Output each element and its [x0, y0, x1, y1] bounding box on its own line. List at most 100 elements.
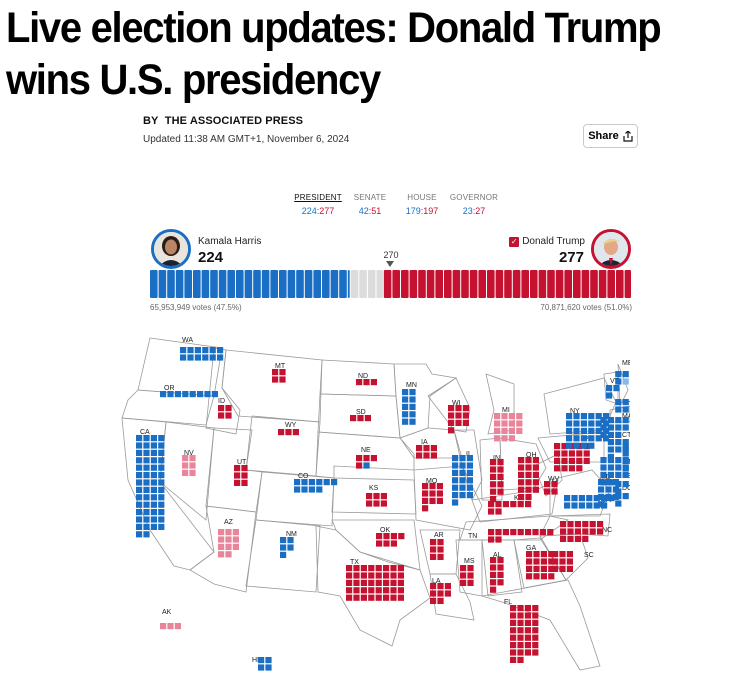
vote-tile-ks[interactable]	[373, 500, 380, 507]
vote-tile-tx[interactable]	[353, 594, 360, 601]
vote-tile-ma[interactable]	[615, 424, 622, 431]
vote-tile-ca[interactable]	[143, 435, 150, 442]
vote-tile-ca[interactable]	[150, 442, 157, 449]
vote-tile-mi[interactable]	[516, 427, 523, 434]
vote-tile-mo[interactable]	[422, 490, 429, 497]
vote-tile-vt[interactable]	[606, 385, 613, 392]
vote-tile-wi[interactable]	[448, 419, 455, 426]
vote-tile-ny[interactable]	[573, 427, 580, 434]
vote-tile-la[interactable]	[430, 590, 437, 597]
vote-tile-ma[interactable]	[600, 417, 607, 424]
vote-tile-nj[interactable]	[622, 471, 629, 478]
vote-tile-tx[interactable]	[383, 565, 390, 572]
vote-tile-nj[interactable]	[600, 464, 607, 471]
vote-tile-ca[interactable]	[158, 442, 165, 449]
vote-tile-sd[interactable]	[357, 415, 364, 422]
vote-tile-in[interactable]	[490, 496, 497, 503]
vote-tile-ny[interactable]	[566, 413, 573, 420]
vote-tile-mo[interactable]	[422, 483, 429, 490]
vote-tile-ga[interactable]	[533, 558, 540, 565]
vote-tile-nd[interactable]	[363, 379, 370, 386]
vote-tile-ga[interactable]	[533, 573, 540, 580]
vote-tile-ma[interactable]	[622, 424, 629, 431]
vote-tile-nj[interactable]	[600, 471, 607, 478]
vote-tile-pa[interactable]	[576, 465, 583, 472]
vote-tile-or[interactable]	[197, 391, 204, 398]
vote-tile-nm[interactable]	[287, 544, 294, 551]
vote-tile-nc[interactable]	[567, 535, 574, 542]
vote-tile-ca[interactable]	[150, 435, 157, 442]
vote-tile-ca[interactable]	[136, 472, 143, 479]
vote-tile-ca[interactable]	[150, 457, 157, 464]
vote-tile-ny[interactable]	[588, 435, 595, 442]
vote-tile-ca[interactable]	[158, 516, 165, 523]
vote-tile-ny[interactable]	[588, 413, 595, 420]
vote-tile-mi[interactable]	[501, 435, 508, 442]
vote-tile-ut[interactable]	[234, 465, 241, 472]
vote-tile-ky[interactable]	[517, 501, 524, 508]
vote-tile-id[interactable]	[225, 405, 232, 412]
vote-tile-ca[interactable]	[150, 464, 157, 471]
vote-tile-wa[interactable]	[202, 347, 209, 354]
vote-tile-md[interactable]	[605, 479, 612, 486]
vote-tile-id[interactable]	[218, 412, 225, 419]
vote-tile-nc[interactable]	[574, 521, 581, 528]
vote-tile-ny[interactable]	[588, 427, 595, 434]
vote-tile-ct[interactable]	[607, 439, 614, 446]
vote-tile-ct[interactable]	[615, 439, 622, 446]
vote-tile-ca[interactable]	[143, 479, 150, 486]
vote-tile-ca[interactable]	[150, 479, 157, 486]
vote-tile-ca[interactable]	[136, 523, 143, 530]
vote-tile-az[interactable]	[225, 551, 232, 558]
vote-tile-mo[interactable]	[422, 497, 429, 504]
vote-tile-ky[interactable]	[495, 501, 502, 508]
vote-tile-tx[interactable]	[390, 594, 397, 601]
vote-tile-nc[interactable]	[560, 521, 567, 528]
vote-tile-nc[interactable]	[589, 528, 596, 535]
vote-tile-md[interactable]	[598, 501, 605, 508]
vote-tile-ar[interactable]	[437, 553, 444, 560]
vote-tile-ca[interactable]	[136, 435, 143, 442]
vote-tile-ca[interactable]	[150, 516, 157, 523]
vote-tile-fl[interactable]	[532, 612, 539, 619]
vote-tile-co[interactable]	[301, 486, 308, 493]
vote-tile-ny[interactable]	[603, 413, 610, 420]
vote-tile-ny[interactable]	[588, 420, 595, 427]
vote-tile-wv[interactable]	[551, 488, 558, 495]
vote-tile-oh[interactable]	[532, 457, 539, 464]
vote-tile-oh[interactable]	[518, 457, 525, 464]
vote-tile-nh[interactable]	[615, 406, 622, 413]
tab-house[interactable]: HOUSE 179:197	[396, 193, 448, 216]
vote-tile-wi[interactable]	[455, 412, 462, 419]
vote-tile-ms[interactable]	[467, 579, 474, 586]
vote-tile-ca[interactable]	[143, 449, 150, 456]
vote-tile-co[interactable]	[308, 486, 315, 493]
vote-tile-il[interactable]	[459, 492, 466, 499]
vote-tile-wy[interactable]	[292, 429, 299, 436]
vote-tile-tn[interactable]	[539, 529, 546, 536]
vote-tile-ca[interactable]	[143, 523, 150, 530]
vote-tile-az[interactable]	[218, 536, 225, 543]
vote-tile-ga[interactable]	[533, 551, 540, 558]
vote-tile-in[interactable]	[490, 488, 497, 495]
vote-tile-ca[interactable]	[158, 486, 165, 493]
vote-tile-tx[interactable]	[375, 579, 382, 586]
vote-tile-pa[interactable]	[554, 443, 561, 450]
vote-tile-wa[interactable]	[209, 354, 216, 361]
vote-tile-oh[interactable]	[532, 486, 539, 493]
vote-tile-mn[interactable]	[402, 403, 409, 410]
vote-tile-ar[interactable]	[430, 546, 437, 553]
vote-tile-ca[interactable]	[150, 501, 157, 508]
vote-tile-tn[interactable]	[517, 529, 524, 536]
vote-tile-mi[interactable]	[494, 427, 501, 434]
vote-tile-wi[interactable]	[448, 405, 455, 412]
vote-tile-nj[interactable]	[607, 471, 614, 478]
vote-tile-ar[interactable]	[430, 553, 437, 560]
vote-tile-il[interactable]	[459, 469, 466, 476]
vote-tile-fl[interactable]	[532, 605, 539, 612]
vote-tile-mt[interactable]	[279, 369, 286, 376]
vote-tile-tx[interactable]	[346, 587, 353, 594]
vote-tile-md[interactable]	[612, 486, 619, 493]
tab-governor[interactable]: GOVERNOR 23:27	[448, 193, 500, 216]
vote-tile-wi[interactable]	[455, 405, 462, 412]
